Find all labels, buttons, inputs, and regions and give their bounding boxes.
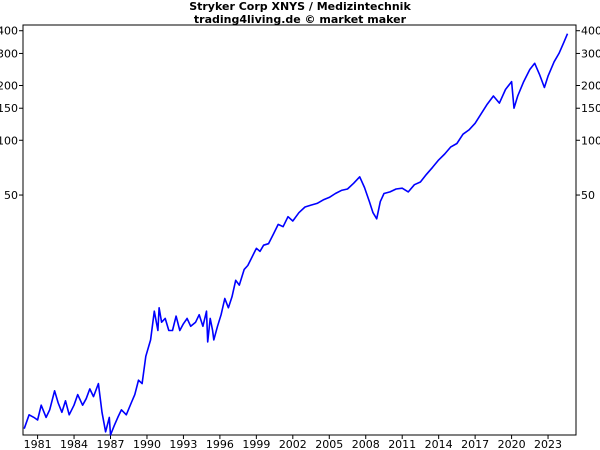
x-tick-label: 1999 <box>242 438 270 450</box>
plot-area-frame <box>22 24 577 436</box>
y-tick-label-right: 50 <box>581 189 595 202</box>
y-tick-label-right: 150 <box>581 102 600 115</box>
y-tick-label-left: 300 <box>0 47 18 60</box>
y-tick-label-right: 400 <box>581 25 600 38</box>
x-tick-label: 2014 <box>425 438 453 450</box>
x-tick-label: 2023 <box>534 438 562 450</box>
y-tick-label-right: 200 <box>581 79 600 92</box>
axis-ticks: 1981 1984 1987 1990 1993 1996 1999 2002 2005 2008… <box>0 25 600 450</box>
x-tick-label: 2002 <box>279 438 307 450</box>
x-tick-label: 2017 <box>461 438 489 450</box>
y-tick-label-right: 300 <box>581 47 600 60</box>
x-tick-label: 2020 <box>498 438 526 450</box>
y-tick-label-left: 50 <box>4 189 18 202</box>
x-tick-label: 2011 <box>388 438 416 450</box>
chart-title-block: Stryker Corp XNYS / Medizintechnik tradi… <box>0 0 600 26</box>
y-tick-label-left: 150 <box>0 102 18 115</box>
x-tick-label: 1984 <box>60 438 88 450</box>
chart-title: Stryker Corp XNYS / Medizintechnik <box>189 0 411 13</box>
series-group <box>23 33 569 436</box>
y-tick-label-right: 100 <box>581 134 600 147</box>
x-tick-label: 1996 <box>206 438 234 450</box>
x-tick-label: 1981 <box>24 438 52 450</box>
x-tick-label: 2005 <box>315 438 343 450</box>
x-tick-label: 2008 <box>352 438 380 450</box>
y-tick-label-left: 200 <box>0 79 18 92</box>
x-tick-label: 1990 <box>133 438 161 450</box>
y-tick-label-left: 100 <box>0 134 18 147</box>
y-tick-label-left: 400 <box>0 25 18 38</box>
x-tick-label: 1993 <box>169 438 197 450</box>
series-line-0 <box>23 33 569 436</box>
chart-subtitle: trading4living.de © market maker <box>193 13 407 26</box>
x-tick-label: 1987 <box>97 438 125 450</box>
